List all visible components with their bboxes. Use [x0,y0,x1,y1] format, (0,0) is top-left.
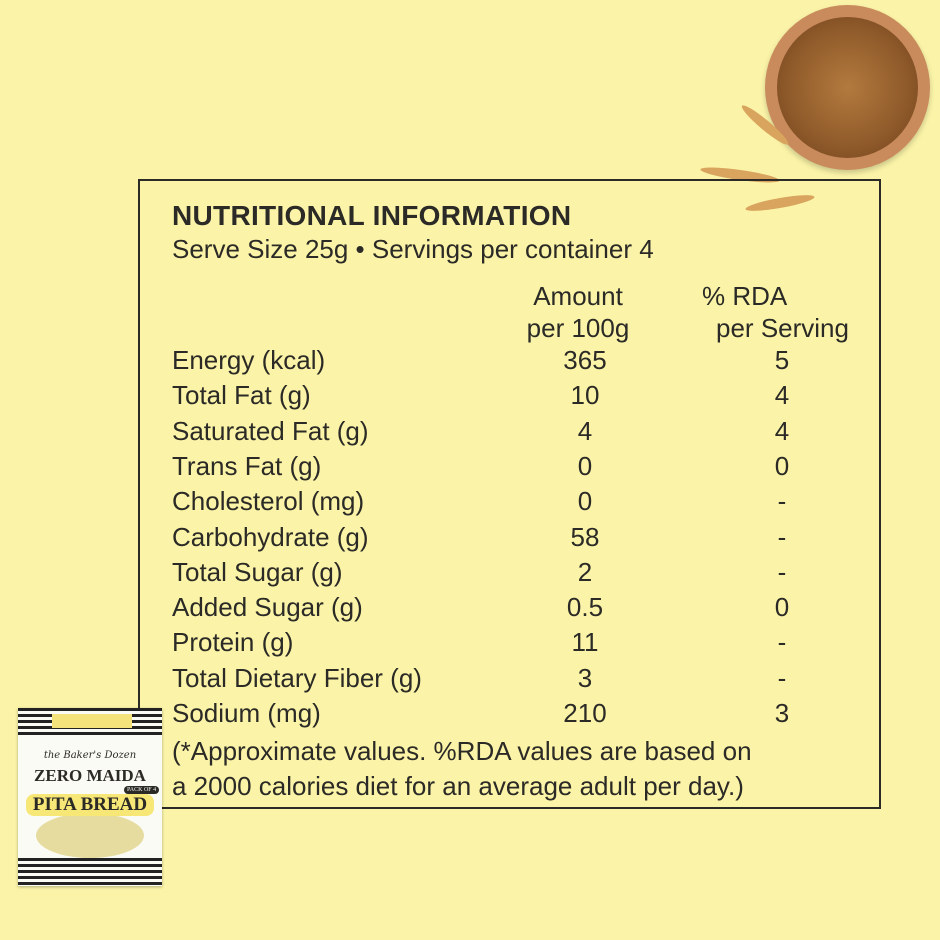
rda-value: - [777,627,787,658]
nutrient-row: Energy (kcal) 365 5 [172,345,872,380]
rda-value: 0 [774,450,790,481]
nutrition-panel [138,179,881,809]
rda-value: - [777,486,787,517]
nutrient-row: Protein (g) 11 - [172,627,872,662]
panel-title: NUTRITIONAL INFORMATION [172,200,572,231]
rda-header-line1: % RDA [702,281,788,311]
amount-value: 2 [577,556,593,587]
wheat-bowl-image [765,5,930,170]
product-package-image: the Baker's Dozen ZERO MAIDA PITA BREAD … [18,708,162,886]
pita-bread-image [36,813,144,858]
amount-header: Amount per 100g [518,280,638,344]
rda-value: - [777,556,787,587]
rda-value: 0 [774,592,790,623]
package-line2: PITA BREAD [26,794,154,816]
nutrient-label: Added Sugar (g) [172,592,363,623]
nutrient-label: Energy (kcal) [172,345,326,375]
rda-value: 3 [774,698,790,728]
nutrient-label: Protein (g) [172,627,294,658]
nutrient-row: Added Sugar (g) 0.5 0 [172,592,872,627]
nutrient-label: Total Sugar (g) [172,556,343,587]
nutrient-row: Total Fat (g) 10 4 [172,380,872,415]
package-line1: ZERO MAIDA [34,766,146,785]
rda-value: 5 [774,345,790,375]
footnote-line2: a 2000 calories diet for an average adul… [172,771,744,801]
amount-value: 3 [577,662,593,693]
nutrient-label: Cholesterol (mg) [172,486,365,517]
footnote: (*Approximate values. %RDA values are ba… [172,734,752,804]
amount-value: 0 [577,450,593,481]
nutrient-label: Sodium (mg) [172,698,321,728]
amount-value: 4 [577,415,593,446]
amount-header-line1: Amount [533,281,623,311]
rda-value: 4 [774,415,790,446]
amount-value: 58 [570,521,600,552]
amount-value: 0.5 [566,592,604,623]
amount-header-line2: per 100g [526,313,630,343]
package-stripes [18,858,162,886]
serving-info: Serve Size 25g • Servings per container … [172,234,654,264]
package-badge: PACK OF 4 [124,786,160,794]
rda-value: - [777,521,787,552]
rda-value: 4 [774,380,790,411]
nutrient-row: Saturated Fat (g) 4 4 [172,416,872,451]
nutrient-row: Total Dietary Fiber (g) 3 - [172,663,872,698]
nutrient-row: Trans Fat (g) 0 0 [172,451,872,486]
rda-header: % RDA per Serving [700,280,865,344]
nutrient-row: Sodium (mg) 210 3 [172,698,872,733]
amount-value: 0 [577,486,593,517]
amount-value: 210 [563,698,607,728]
nutrient-label: Trans Fat (g) [172,450,322,481]
amount-value: 365 [563,345,607,375]
package-brand: the Baker's Dozen [43,750,137,761]
rda-value: - [777,662,787,693]
nutrient-row: Total Sugar (g) 2 - [172,557,872,592]
nutrient-label: Carbohydrate (g) [172,521,369,552]
footnote-line1: (*Approximate values. %RDA values are ba… [172,736,752,766]
package-top-label [52,714,132,728]
amount-value: 11 [571,627,599,658]
amount-value: 10 [570,380,600,411]
nutrient-label: Saturated Fat (g) [172,415,369,446]
rda-header-line2: per Serving [716,313,849,343]
nutrient-row: Cholesterol (mg) 0 - [172,486,872,521]
nutrient-label: Total Dietary Fiber (g) [172,662,422,693]
nutrient-label: Total Fat (g) [172,380,311,411]
nutrient-row: Carbohydrate (g) 58 - [172,522,872,557]
